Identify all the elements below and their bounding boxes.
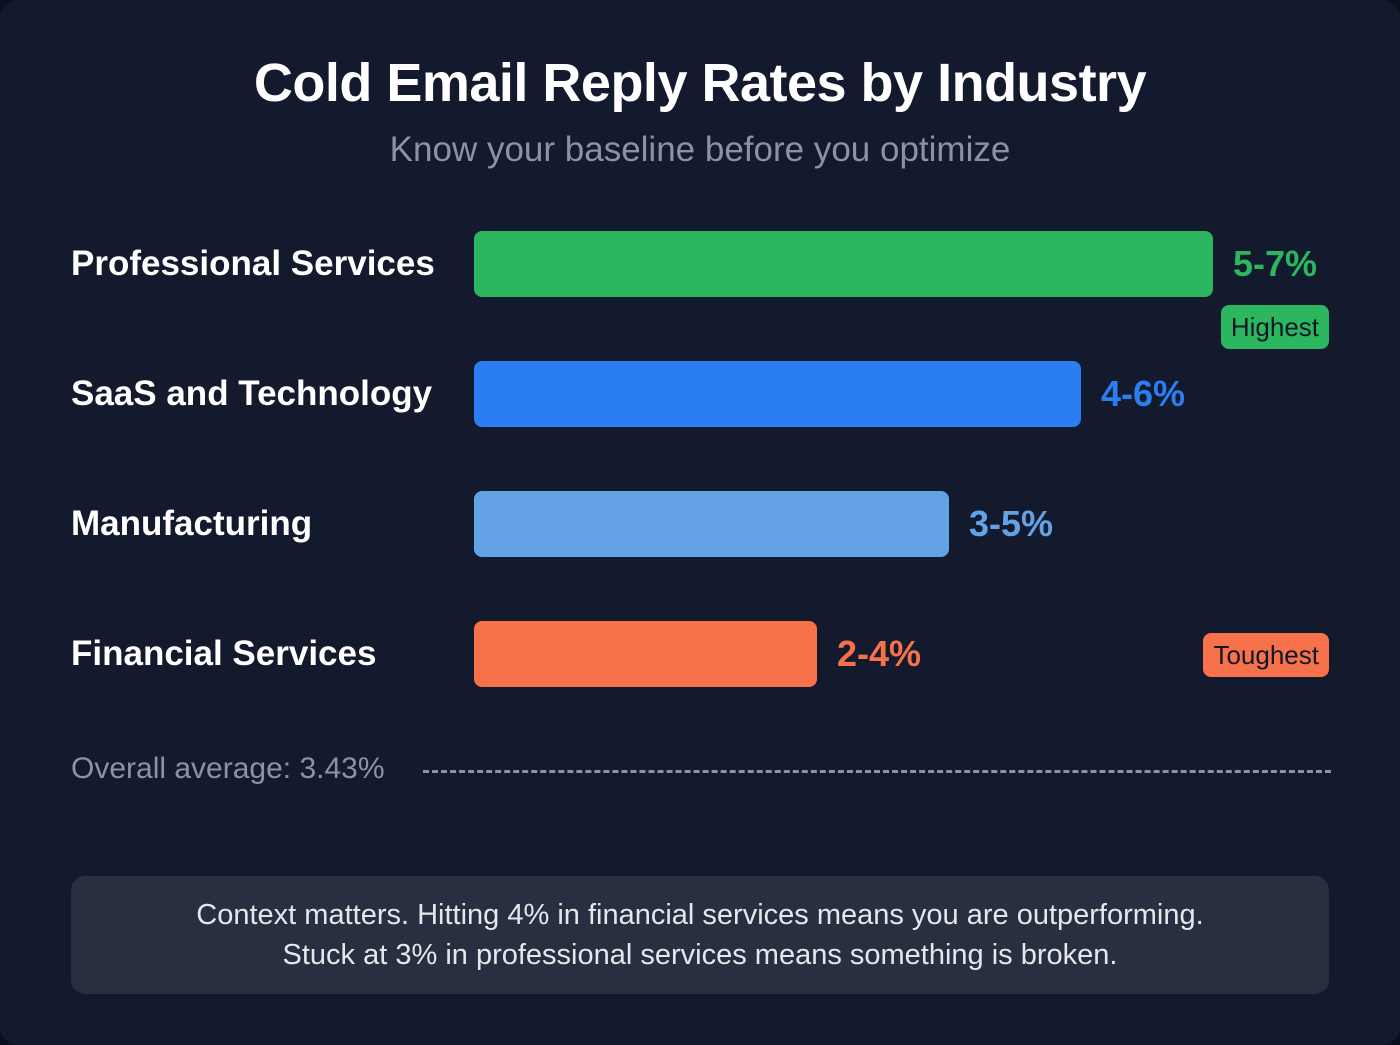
note-line-1: Context matters. Hitting 4% in financial… (196, 899, 1204, 931)
value-label: 2-4% (837, 633, 922, 674)
value-label: 5-7% (1233, 243, 1318, 284)
value-label: 4-6% (1101, 373, 1186, 414)
chart-subtitle: Know your baseline before you optimize (389, 130, 1011, 169)
bar-manufacturing (474, 491, 949, 557)
category-label: Financial Services (71, 634, 377, 673)
context-note: Context matters. Hitting 4% in financial… (71, 876, 1329, 994)
average-label: Overall average: 3.43% (71, 752, 385, 785)
bar-saas-and-technology (474, 361, 1081, 427)
category-label: Manufacturing (71, 504, 313, 543)
value-label: 3-5% (969, 503, 1054, 544)
bar-professional-services (474, 231, 1213, 297)
average-dashed-line (423, 770, 1331, 773)
note-line-2: Stuck at 3% in professional services mea… (282, 939, 1118, 971)
badge-toughest: Toughest (1203, 633, 1329, 677)
category-label: SaaS and Technology (71, 374, 433, 413)
badge-highest: Highest (1220, 305, 1329, 349)
bar-financial-services (474, 621, 817, 687)
category-label: Professional Services (71, 244, 435, 283)
chart-title: Cold Email Reply Rates by Industry (253, 53, 1147, 113)
